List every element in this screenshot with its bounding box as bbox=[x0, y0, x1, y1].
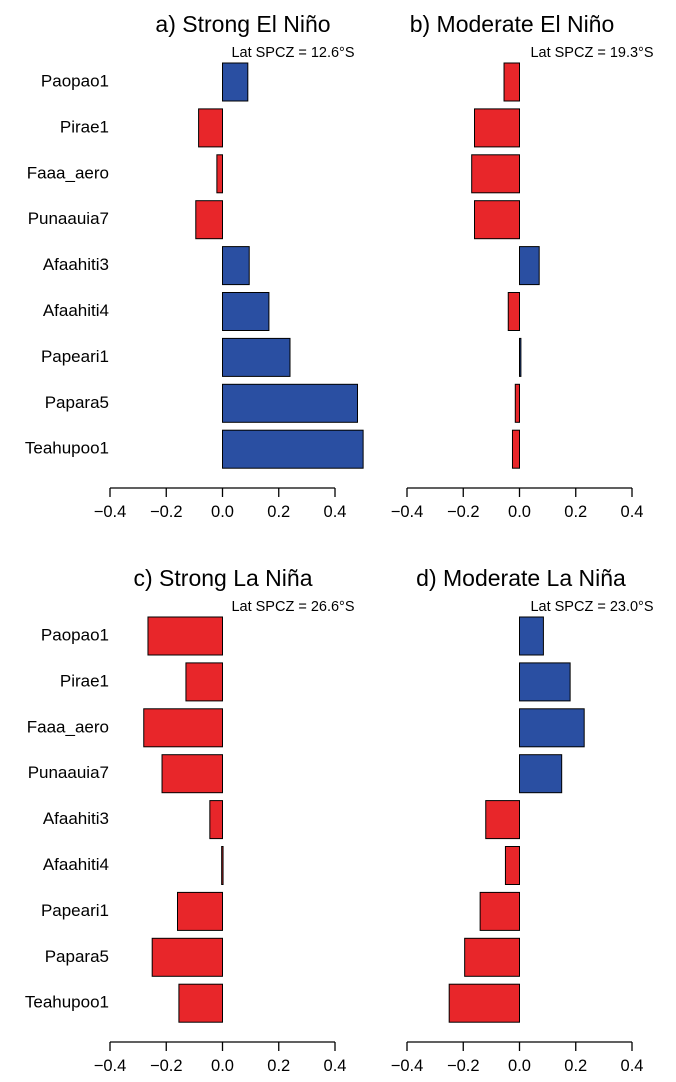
category-label: Punaauia7 bbox=[28, 209, 109, 228]
x-tick-label: −0.2 bbox=[447, 1057, 480, 1075]
category-label: Pirae1 bbox=[60, 117, 109, 136]
x-tick-label: −0.4 bbox=[94, 1057, 127, 1075]
bar-faaa_aero bbox=[216, 154, 223, 194]
bar-faaa_aero bbox=[519, 708, 585, 748]
bar-afaahiti4 bbox=[504, 846, 520, 885]
bar-teahupoo1 bbox=[178, 983, 223, 1023]
category-label: Afaahiti4 bbox=[43, 855, 109, 874]
bar-afaahiti3 bbox=[209, 800, 223, 840]
x-tick-label: 0.2 bbox=[564, 503, 587, 521]
chart-panel-2: b) Moderate El Niño Lat SPCZ = 19.3°S −0.4… bbox=[391, 11, 654, 521]
chart-panel-1: a) Strong El Niño Lat SPCZ = 12.6°S Paopao… bbox=[25, 11, 364, 521]
bar-papeari1 bbox=[479, 891, 520, 931]
bar-papara5 bbox=[464, 937, 520, 977]
category-label: Papara5 bbox=[45, 393, 109, 412]
category-label: Papara5 bbox=[45, 947, 109, 966]
bar-teahupoo1 bbox=[448, 983, 520, 1023]
category-label: Pirae1 bbox=[60, 671, 109, 690]
bar-teahupoo1 bbox=[222, 429, 364, 469]
bar-paopao1 bbox=[147, 616, 223, 656]
category-label: Faaa_aero bbox=[27, 163, 109, 182]
bar-paopao1 bbox=[503, 62, 520, 102]
category-label: Teahupoo1 bbox=[25, 439, 109, 458]
category-label: Teahupoo1 bbox=[25, 993, 109, 1012]
x-tick-label: 0.4 bbox=[324, 503, 347, 521]
spcz-latitude-label: Lat SPCZ = 26.6°S bbox=[231, 599, 354, 615]
x-tick-label: 0.0 bbox=[211, 503, 234, 521]
chart-panel-4: d) Moderate La Niña Lat SPCZ = 23.0°S −0.4… bbox=[391, 565, 654, 1075]
bar-afaahiti3 bbox=[222, 246, 250, 286]
bar-papeari1 bbox=[222, 337, 291, 377]
x-tick-label: −0.4 bbox=[391, 503, 424, 521]
bar-paopao1 bbox=[519, 616, 544, 656]
category-label: Afaahiti3 bbox=[43, 809, 109, 828]
x-tick-label: 0.0 bbox=[508, 1057, 531, 1075]
category-label: Paopao1 bbox=[41, 625, 109, 644]
bar-papara5 bbox=[222, 383, 358, 423]
category-label: Faaa_aero bbox=[27, 717, 109, 736]
bar-punaauia7 bbox=[474, 200, 520, 240]
bar-afaahiti4 bbox=[222, 292, 270, 331]
x-tick-label: −0.4 bbox=[94, 503, 127, 521]
bar-pirae1 bbox=[474, 108, 520, 148]
spcz-latitude-label: Lat SPCZ = 19.3°S bbox=[530, 45, 653, 61]
category-label: Afaahiti4 bbox=[43, 301, 109, 320]
x-tick-label: 0.4 bbox=[621, 503, 644, 521]
x-tick-label: 0.2 bbox=[267, 1057, 290, 1075]
bar-papara5 bbox=[151, 937, 223, 977]
category-label: Paopao1 bbox=[41, 71, 109, 90]
bar-pirae1 bbox=[198, 108, 223, 148]
bar-papeari1 bbox=[177, 891, 223, 931]
panel-title: d) Moderate La Niña bbox=[416, 565, 626, 591]
bar-papeari1 bbox=[519, 337, 522, 377]
x-tick-label: −0.2 bbox=[447, 503, 480, 521]
bar-punaauia7 bbox=[195, 200, 223, 240]
x-tick-label: 0.0 bbox=[508, 503, 531, 521]
bar-afaahiti4 bbox=[221, 846, 224, 885]
x-tick-label: −0.2 bbox=[150, 503, 183, 521]
bar-faaa_aero bbox=[471, 154, 520, 194]
spcz-latitude-label: Lat SPCZ = 12.6°S bbox=[231, 45, 354, 61]
category-label: Papeari1 bbox=[41, 347, 109, 366]
x-tick-label: 0.4 bbox=[621, 1057, 644, 1075]
x-tick-label: 0.0 bbox=[211, 1057, 234, 1075]
bar-teahupoo1 bbox=[511, 429, 520, 469]
spcz-latitude-label: Lat SPCZ = 23.0°S bbox=[530, 599, 653, 615]
x-tick-label: −0.4 bbox=[391, 1057, 424, 1075]
category-label: Punaauia7 bbox=[28, 763, 109, 782]
chart-panel-3: c) Strong La Niña Lat SPCZ = 26.6°S Paopao… bbox=[25, 565, 355, 1075]
x-tick-label: 0.2 bbox=[564, 1057, 587, 1075]
bar-faaa_aero bbox=[143, 708, 223, 748]
x-tick-label: 0.2 bbox=[267, 503, 290, 521]
x-tick-label: −0.2 bbox=[150, 1057, 183, 1075]
bar-afaahiti3 bbox=[519, 246, 540, 286]
bar-afaahiti4 bbox=[507, 292, 520, 331]
bar-paopao1 bbox=[222, 62, 249, 102]
bar-punaauia7 bbox=[161, 754, 223, 794]
bar-papara5 bbox=[514, 383, 520, 423]
category-label: Papeari1 bbox=[41, 901, 109, 920]
x-tick-label: 0.4 bbox=[324, 1057, 347, 1075]
bar-afaahiti3 bbox=[485, 800, 520, 840]
panel-title: a) Strong El Niño bbox=[155, 11, 330, 37]
bar-pirae1 bbox=[519, 662, 571, 702]
bar-punaauia7 bbox=[519, 754, 563, 794]
bar-pirae1 bbox=[185, 662, 223, 702]
category-label: Afaahiti3 bbox=[43, 255, 109, 274]
panel-title: b) Moderate El Niño bbox=[410, 11, 615, 37]
panel-title: c) Strong La Niña bbox=[134, 565, 313, 591]
